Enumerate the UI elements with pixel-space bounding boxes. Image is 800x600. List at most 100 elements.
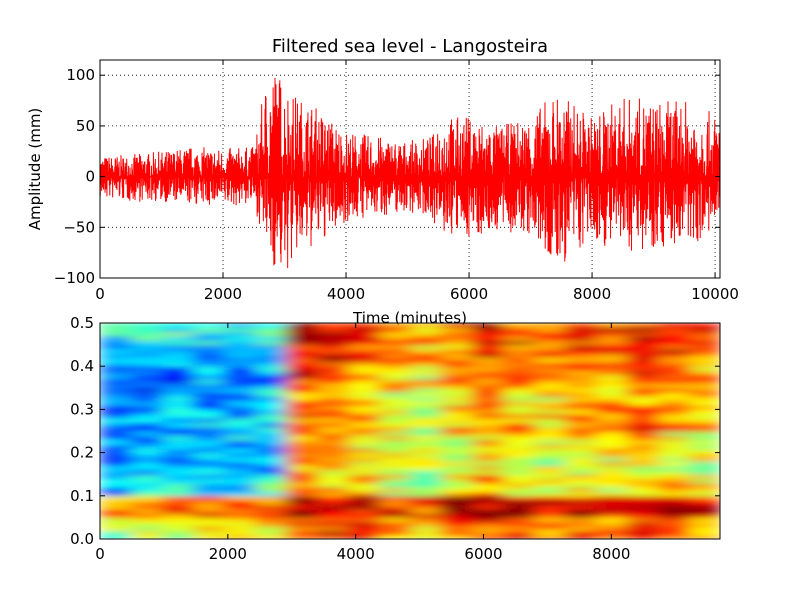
heatmap-cell (286, 331, 318, 337)
heatmap-cell (317, 335, 349, 341)
heatmap-cell (410, 495, 442, 501)
chart-title: Filtered sea level - Langosteira (272, 36, 548, 57)
heatmap-cell (379, 513, 411, 518)
heatmap-cell (162, 418, 194, 423)
spectrogram-cells (100, 323, 720, 539)
heatmap-cell (565, 465, 597, 471)
heatmap-cell (565, 409, 597, 415)
heatmap-cell (658, 348, 690, 354)
heatmap-cell (689, 521, 720, 527)
heatmap-cell (131, 469, 163, 475)
heatmap-cell (162, 517, 194, 523)
heatmap-cell (441, 422, 473, 428)
heatmap-cell (689, 513, 720, 518)
top-plot-area (100, 77, 720, 269)
heatmap-cell (255, 400, 287, 406)
heatmap-cell (410, 344, 442, 350)
heatmap-cell (441, 452, 473, 458)
heatmap-cell (317, 331, 349, 337)
heatmap-cell (534, 409, 566, 415)
heatmap-cell (472, 340, 504, 346)
heatmap-cell (193, 530, 225, 536)
heatmap-cell (410, 409, 442, 415)
heatmap-cell (348, 508, 380, 514)
heatmap-cell (131, 396, 163, 402)
heatmap-cell (286, 487, 318, 493)
heatmap-cell (596, 431, 628, 436)
heatmap-cell (410, 353, 442, 359)
heatmap-cell (348, 465, 380, 471)
heatmap-cell (193, 491, 225, 497)
heatmap-cell (410, 504, 442, 510)
heatmap-cell (255, 366, 287, 372)
heatmap-cell (441, 482, 473, 488)
heatmap-cell (193, 456, 225, 462)
heatmap-cell (162, 508, 194, 514)
heatmap-cell (410, 508, 442, 514)
heatmap-cell (658, 521, 690, 527)
heatmap-cell (348, 353, 380, 359)
heatmap-cell (379, 487, 411, 493)
heatmap-cell (658, 530, 690, 536)
heatmap-cell (317, 439, 349, 445)
heatmap-cell (441, 340, 473, 346)
heatmap-cell (100, 426, 132, 432)
heatmap-cell (689, 504, 720, 510)
heatmap-cell (689, 413, 720, 419)
heatmap-cell (503, 504, 535, 510)
heatmap-cell (162, 340, 194, 346)
heatmap-cell (596, 344, 628, 350)
heatmap-cell (255, 383, 287, 389)
heatmap-cell (379, 435, 411, 441)
heatmap-cell (100, 361, 132, 367)
heatmap-cell (131, 327, 163, 333)
heatmap-cell (410, 482, 442, 488)
heatmap-cell (379, 323, 411, 328)
heatmap-cell (534, 487, 566, 493)
heatmap-cell (286, 456, 318, 462)
heatmap-cell (193, 426, 225, 432)
heatmap-cell (348, 331, 380, 337)
heatmap-cell (689, 500, 720, 506)
heatmap-cell (224, 331, 256, 337)
heatmap-cell (627, 465, 659, 471)
heatmap-cell (193, 374, 225, 380)
heatmap-cell (689, 344, 720, 350)
heatmap-cell (410, 443, 442, 449)
heatmap-cell (565, 478, 597, 484)
heatmap-cell (503, 452, 535, 458)
heatmap-cell (472, 439, 504, 445)
heatmap-cell (255, 439, 287, 445)
heatmap-cell (379, 331, 411, 337)
heatmap-cell (534, 323, 566, 328)
heatmap-cell (472, 400, 504, 406)
heatmap-cell (193, 478, 225, 484)
heatmap-cell (286, 392, 318, 398)
heatmap-cell (410, 387, 442, 393)
heatmap-cell (379, 530, 411, 536)
heatmap-cell (627, 500, 659, 506)
heatmap-cell (131, 461, 163, 467)
heatmap-cell (627, 387, 659, 393)
heatmap-cell (286, 461, 318, 467)
heatmap-cell (565, 426, 597, 432)
heatmap-cell (596, 340, 628, 346)
heatmap-cell (441, 448, 473, 454)
heatmap-cell (348, 435, 380, 441)
heatmap-cell (534, 500, 566, 506)
heatmap-cell (503, 482, 535, 488)
heatmap-cell (286, 361, 318, 367)
heatmap-cell (627, 487, 659, 493)
heatmap-cell (410, 366, 442, 372)
heatmap-cell (565, 340, 597, 346)
heatmap-cell (162, 456, 194, 462)
heatmap-cell (596, 357, 628, 363)
heatmap-cell (286, 439, 318, 445)
heatmap-cell (503, 357, 535, 363)
heatmap-cell (472, 530, 504, 536)
heatmap-cell (441, 431, 473, 436)
heatmap-cell (100, 487, 132, 493)
y-axis-label: Amplitude (mm) (26, 108, 44, 231)
heatmap-cell (689, 327, 720, 333)
heatmap-cell (317, 452, 349, 458)
